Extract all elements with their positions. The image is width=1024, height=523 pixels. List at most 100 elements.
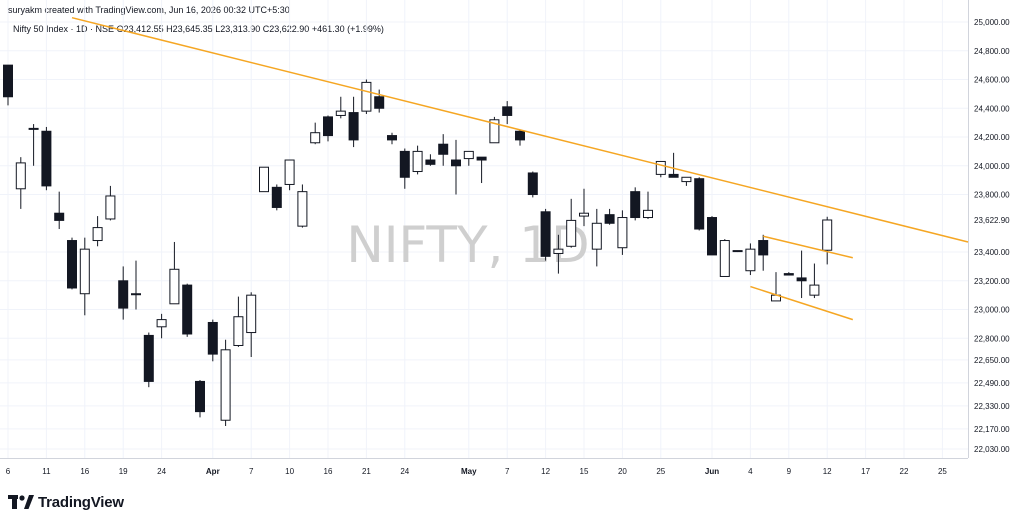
x-tick-label: 7	[249, 467, 254, 476]
candle-body	[92, 227, 103, 242]
candle	[758, 234, 769, 271]
x-tick-label: 6	[6, 467, 11, 476]
candle	[412, 145, 423, 175]
candle	[54, 191, 65, 230]
candle-body	[732, 250, 743, 253]
candle	[310, 122, 321, 145]
candle-body	[195, 380, 205, 413]
open-value: O23,412.55	[116, 24, 164, 34]
candle	[387, 132, 397, 145]
candle-body	[220, 349, 231, 421]
candle-body	[374, 96, 385, 109]
y-tick-label: 24,600.00	[974, 76, 1010, 85]
candle	[451, 139, 461, 195]
candle-body	[527, 172, 538, 196]
candle-body	[399, 150, 410, 178]
candle-body	[425, 159, 436, 165]
candle-body	[348, 112, 359, 141]
candle	[476, 156, 487, 184]
tradingview-brand[interactable]: TradingView	[8, 492, 124, 512]
candle-body	[15, 162, 26, 190]
brand-name: TradingView	[38, 493, 124, 511]
candle-body	[169, 268, 180, 305]
candle	[719, 239, 730, 277]
candle	[489, 116, 500, 144]
change-value: +461.30 (+1.99%)	[311, 24, 384, 34]
candle-body	[668, 173, 679, 178]
candle	[79, 237, 90, 316]
candle	[348, 96, 359, 148]
x-tick-label: 20	[618, 467, 627, 476]
candle-body	[655, 160, 666, 175]
candle	[374, 89, 385, 113]
candle-body	[540, 211, 551, 257]
candle	[3, 64, 13, 106]
candle-body	[617, 217, 628, 249]
candle	[246, 292, 257, 357]
y-tick-label: 24,000.00	[974, 162, 1010, 171]
candle	[131, 260, 141, 310]
candle-body	[297, 191, 308, 227]
candle	[92, 216, 103, 247]
candle	[732, 250, 743, 253]
candle-body	[156, 319, 167, 328]
trendline[interactable]	[71, 16, 969, 243]
candle-body	[361, 81, 372, 112]
candle-body	[694, 178, 705, 230]
candle-body	[758, 240, 769, 256]
price-axis[interactable]: 25,000.00 24,800.00 24,600.00 24,400.00 24,2…	[974, 18, 1010, 454]
candle-body	[515, 130, 525, 141]
x-tick-label: 9	[787, 467, 792, 476]
y-tick-label: 24,200.00	[974, 133, 1010, 142]
trendlines[interactable]	[71, 16, 969, 321]
candle	[143, 332, 154, 388]
candle-body	[3, 64, 13, 98]
trendline[interactable]	[750, 285, 854, 321]
x-tick-label: 16	[324, 467, 333, 476]
candle	[745, 243, 756, 276]
x-tick-label: Jun	[705, 467, 719, 476]
candle-body	[246, 294, 257, 334]
candle-body	[271, 186, 282, 208]
candle-body	[233, 316, 244, 346]
x-tick-label: 12	[541, 467, 550, 476]
candle	[118, 266, 129, 320]
candle-body	[566, 219, 577, 247]
y-tick-label: 23,622.90	[974, 216, 1010, 225]
candle	[540, 208, 551, 261]
candles	[3, 64, 833, 426]
candle	[463, 150, 474, 166]
candle	[425, 154, 436, 166]
x-tick-label: 25	[656, 467, 665, 476]
candle	[284, 159, 295, 191]
x-tick-label: Apr	[206, 467, 220, 476]
candle-body	[451, 159, 461, 167]
candle	[207, 319, 218, 362]
trendline[interactable]	[763, 235, 853, 259]
candle-body	[463, 150, 474, 160]
candle-body	[284, 159, 295, 185]
x-tick-label: 24	[400, 467, 409, 476]
candle	[655, 160, 666, 178]
close-value: C23,622.90	[262, 24, 310, 34]
candle	[28, 124, 39, 166]
candle	[233, 296, 244, 347]
y-tick-label: 22,800.00	[974, 334, 1010, 343]
y-tick-label: 22,330.00	[974, 402, 1010, 411]
candle-body	[591, 222, 602, 250]
candle	[515, 129, 525, 146]
candle-body	[553, 248, 564, 254]
candle-body	[131, 293, 141, 296]
y-tick-label: 22,030.00	[974, 445, 1010, 454]
y-tick-label: 25,000.00	[974, 18, 1010, 27]
time-axis[interactable]: 6 11 16 19 24 Apr 7 10 16 21 24 May 7 12 15 20 25 Jun 4 9 12…	[6, 467, 948, 476]
candle-body	[67, 240, 77, 289]
candle	[169, 241, 180, 305]
y-tick-label: 24,800.00	[974, 47, 1010, 56]
candle	[323, 115, 333, 142]
ohlc-legend: Nifty 50 Index · 1D · NSE O23,412.55 H23…	[13, 24, 384, 34]
x-tick-label: 10	[285, 467, 294, 476]
candle	[579, 188, 589, 227]
y-tick-label: 23,000.00	[974, 306, 1010, 315]
